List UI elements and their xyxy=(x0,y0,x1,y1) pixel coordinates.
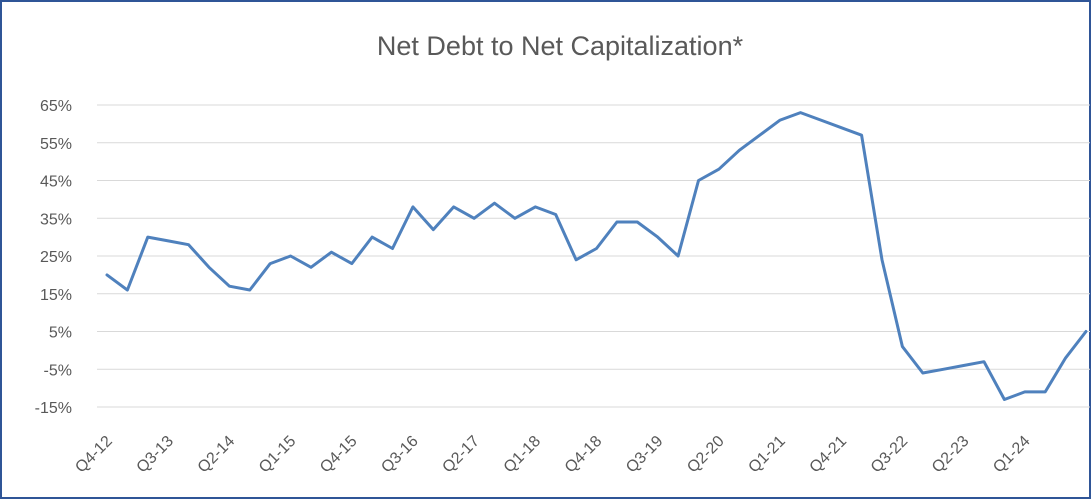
y-tick-label: 65% xyxy=(40,98,72,115)
y-tick-label: -5% xyxy=(44,362,72,379)
y-tick-label: 35% xyxy=(40,211,72,228)
chart-title: Net Debt to Net Capitalization* xyxy=(377,31,744,61)
y-tick-label: 15% xyxy=(40,287,72,304)
y-tick-label: 55% xyxy=(40,136,72,153)
y-tick-label: 25% xyxy=(40,249,72,266)
y-tick-label: 45% xyxy=(40,174,72,191)
data-line xyxy=(105,111,1088,401)
y-tick-label: -15% xyxy=(35,400,72,417)
y-tick-label: 5% xyxy=(49,325,72,342)
